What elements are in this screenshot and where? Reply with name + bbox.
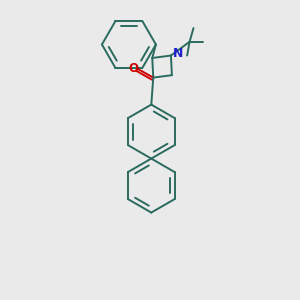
Text: N: N [173, 47, 184, 60]
Text: O: O [128, 62, 138, 75]
